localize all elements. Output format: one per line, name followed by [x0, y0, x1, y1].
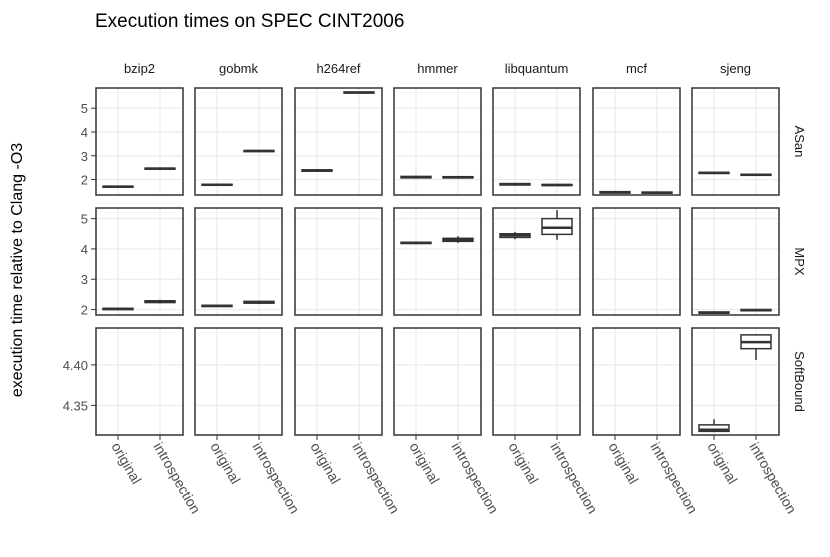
panel-border: [294, 207, 383, 316]
y-tick-label: 3: [81, 272, 88, 287]
x-tick-label: original: [307, 440, 343, 487]
facet-panels: bzip2 gobmk h264ref hmmer libquantum mcf sjeng…: [63, 61, 807, 516]
facet-column-label: gobmk: [219, 61, 259, 76]
x-tick-label: introspection: [448, 440, 502, 517]
y-tick-label: 5: [81, 101, 88, 116]
box-body: [698, 424, 730, 433]
facet-column-label: sjeng: [720, 61, 751, 76]
panel-background: [593, 88, 680, 195]
panel-border: [592, 327, 681, 436]
x-tick-label: introspection: [647, 440, 701, 517]
x-tick-label: original: [108, 440, 144, 487]
x-tick-label: original: [605, 440, 641, 487]
panel-border: [95, 327, 184, 436]
facet-row-label: MPX: [792, 247, 807, 276]
y-tick-label: 4.35: [63, 398, 88, 413]
y-tick-label: 2: [81, 303, 88, 318]
y-tick-label: 3: [81, 149, 88, 164]
y-tick-label: 2: [81, 173, 88, 188]
panel-background: [295, 208, 382, 315]
panel-border: [691, 207, 780, 316]
panel-background: [96, 88, 183, 195]
panel-background: [692, 208, 779, 315]
x-tick-label: original: [704, 440, 740, 487]
panel-border: [592, 87, 681, 196]
panel-background: [295, 328, 382, 435]
panel-border: [95, 207, 184, 316]
facet-column-label: bzip2: [124, 61, 155, 76]
panel-border: [194, 207, 283, 316]
facet-column-label: h264ref: [316, 61, 360, 76]
facet-row-label: SoftBound: [792, 351, 807, 412]
x-tick-label: introspection: [249, 440, 303, 517]
panel-background: [195, 208, 282, 315]
panel-background: [593, 328, 680, 435]
panel-border: [95, 87, 184, 196]
panel-background: [96, 208, 183, 315]
panel-background: [96, 328, 183, 435]
panel-border: [492, 207, 581, 316]
panel-background: [195, 88, 282, 195]
x-tick-label: introspection: [746, 440, 800, 517]
panel-border: [492, 327, 581, 436]
panel-background: [692, 88, 779, 195]
panel-border: [691, 87, 780, 196]
panel-background: [295, 88, 382, 195]
panel-background: [493, 328, 580, 435]
x-tick-label: original: [505, 440, 541, 487]
facet-column-label: libquantum: [505, 61, 569, 76]
x-tick-label: introspection: [547, 440, 601, 517]
panel-border: [393, 327, 482, 436]
panel-background: [394, 328, 481, 435]
x-tick-label: introspection: [349, 440, 403, 517]
y-tick-label: 5: [81, 212, 88, 227]
x-tick-label: introspection: [150, 440, 204, 517]
y-tick-label: 4.40: [63, 358, 88, 373]
panel-background: [593, 208, 680, 315]
panel-border: [294, 327, 383, 436]
panel-border: [592, 207, 681, 316]
panel-border: [194, 87, 283, 196]
y-tick-label: 4: [81, 242, 88, 257]
chart-title: Execution times on SPEC CINT2006: [95, 11, 404, 32]
panel-background: [195, 328, 282, 435]
y-axis-label: execution time relative to Clang -O3: [9, 143, 26, 397]
panel-border: [691, 327, 780, 436]
facet-column-label: hmmer: [417, 61, 458, 76]
panel-background: [394, 208, 481, 315]
panel-border: [393, 87, 482, 196]
x-tick-label: original: [406, 440, 442, 487]
facet-column-label: mcf: [626, 61, 647, 76]
y-tick-label: 4: [81, 125, 88, 140]
panel-border: [294, 87, 383, 196]
x-tick-label: original: [207, 440, 243, 487]
panel-border: [492, 87, 581, 196]
facet-row-label: ASan: [792, 126, 807, 158]
panel-border: [393, 207, 482, 316]
panel-background: [493, 88, 580, 195]
panel-border: [194, 327, 283, 436]
